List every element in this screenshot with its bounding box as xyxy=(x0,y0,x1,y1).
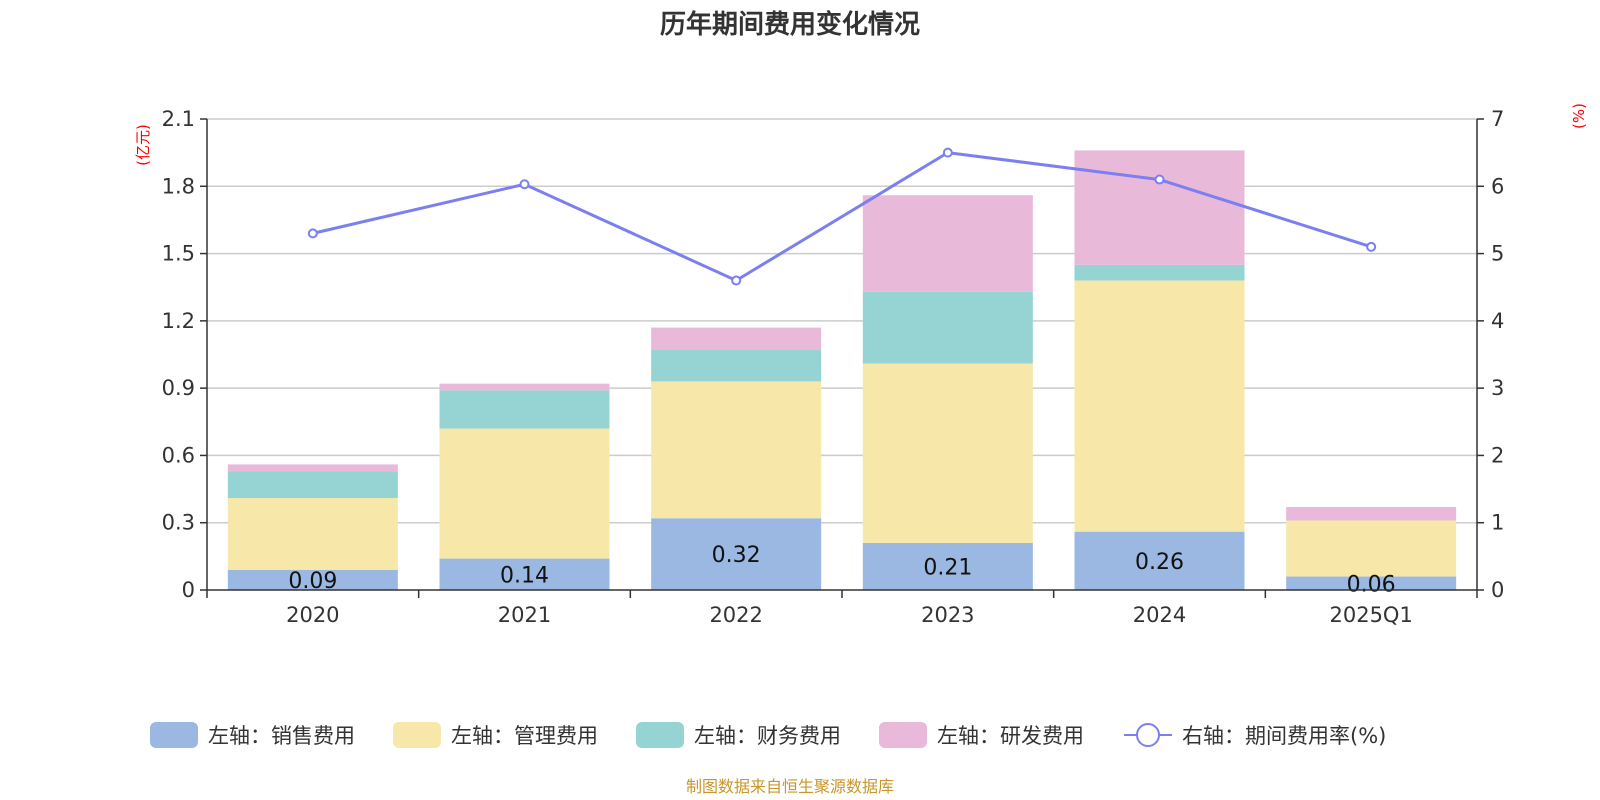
bar-segment xyxy=(1074,264,1245,281)
rate-line xyxy=(307,147,1377,286)
x-axis-tick-label: 2021 xyxy=(498,603,551,627)
bar-segment xyxy=(227,464,398,472)
right-axis-unit: (%) xyxy=(1570,103,1588,129)
rate-point xyxy=(519,179,530,190)
left-axis-tick-label: 2.1 xyxy=(162,107,195,131)
bar-segment xyxy=(862,363,1033,543)
bar-value-label: 0.26 xyxy=(1135,550,1184,575)
x-axis-tick-label: 2020 xyxy=(286,603,339,627)
legend-swatch xyxy=(393,722,441,748)
left-axis-tick-label: 1.2 xyxy=(162,309,195,333)
legend-label: 左轴：财务费用 xyxy=(694,724,841,748)
left-axis-tick-label: 0.3 xyxy=(162,511,195,535)
left-axis-tick-label: 0.6 xyxy=(162,443,195,467)
bar-segment xyxy=(439,390,610,429)
bar-segment xyxy=(439,558,610,590)
chart-title: 历年期间费用变化情况 xyxy=(660,9,920,40)
legend-swatch xyxy=(636,722,684,748)
bar-segment xyxy=(651,381,822,519)
bar-segment xyxy=(1286,520,1457,577)
right-axis-tick-label: 5 xyxy=(1491,242,1504,266)
legend-swatch xyxy=(879,722,927,748)
right-axis-tick-label: 2 xyxy=(1491,443,1504,467)
bar-segment xyxy=(862,291,1033,364)
legend-label: 左轴：管理费用 xyxy=(451,724,598,748)
left-axis-tick-label: 0.9 xyxy=(162,376,195,400)
right-axis-tick-label: 0 xyxy=(1491,578,1504,602)
right-axis-tick-label: 1 xyxy=(1491,511,1504,535)
bar-segment xyxy=(439,428,610,559)
legend-label: 左轴：研发费用 xyxy=(937,724,1084,748)
x-axis-tick-label: 2024 xyxy=(1133,603,1186,627)
bar-segment xyxy=(651,327,822,351)
right-axis-tick-label: 6 xyxy=(1491,174,1504,198)
left-axis-tick-label: 1.8 xyxy=(162,174,195,198)
x-axis-tick-label: 2022 xyxy=(709,603,762,627)
axes: 0 0.3 0.6 0.9 1.2 1.5 1.8 2.1 0 1 2 3 4 5 6 7 2020 2021 20… xyxy=(162,107,1505,627)
bar-value-label: 0.32 xyxy=(712,543,761,568)
bar-segment xyxy=(1074,531,1245,590)
bar-segment xyxy=(227,498,398,570)
legend-label: 右轴：期间费用率(%) xyxy=(1182,724,1386,748)
rate-line-path xyxy=(312,151,1372,283)
right-axis-tick-label: 3 xyxy=(1491,376,1504,400)
rate-point xyxy=(307,228,318,239)
source-note: 制图数据来自恒生聚源数据库 xyxy=(686,777,894,796)
rate-point xyxy=(942,147,953,158)
right-axis-tick-label: 4 xyxy=(1491,309,1504,333)
left-axis-tick-label: 1.5 xyxy=(162,242,195,266)
legend-label: 左轴：销售费用 xyxy=(208,724,355,748)
legend-marker xyxy=(1136,723,1160,747)
bar-segment xyxy=(227,471,398,499)
rate-point xyxy=(731,275,742,286)
bar-segment xyxy=(862,195,1033,292)
bar-segment xyxy=(862,542,1033,590)
bar-segment xyxy=(1286,507,1457,521)
bar-segment xyxy=(227,569,398,590)
x-axis-tick-label: 2025Q1 xyxy=(1329,603,1412,627)
left-axis-unit: (亿元) xyxy=(134,124,152,166)
bar-value-label: 0.21 xyxy=(923,555,972,580)
rate-point xyxy=(1366,241,1377,252)
rate-point xyxy=(1154,174,1165,185)
bar-segment xyxy=(1074,280,1245,532)
bar-segment xyxy=(439,383,610,391)
bar-segment xyxy=(651,518,822,590)
right-axis-tick-label: 7 xyxy=(1491,107,1504,131)
left-axis-tick-label: 0 xyxy=(182,578,195,602)
legend: 左轴：销售费用 左轴：管理费用 左轴：财务费用 左轴：研发费用 右轴：期间费用率(%) xyxy=(150,722,1386,748)
legend-swatch xyxy=(150,722,198,748)
x-axis-tick-label: 2023 xyxy=(921,603,974,627)
bar-value-label: 0.14 xyxy=(500,563,549,588)
bar-value-label: 0.06 xyxy=(1347,572,1396,597)
grid-lines xyxy=(207,118,1477,524)
bar-segment xyxy=(651,350,822,382)
bar-segment xyxy=(1074,150,1245,265)
bar-segment xyxy=(1286,576,1457,590)
bars xyxy=(227,150,1457,590)
